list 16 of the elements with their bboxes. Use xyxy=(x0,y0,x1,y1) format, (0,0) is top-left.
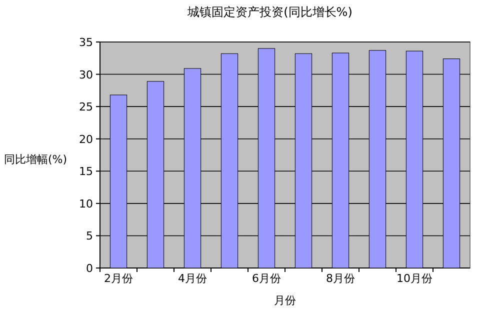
y-tick-label: 20 xyxy=(79,132,93,146)
y-tick-label: 10 xyxy=(79,197,93,210)
y-tick-label: 15 xyxy=(79,165,93,178)
chart-title: 城镇固定资产投资(同比增长%) xyxy=(186,5,352,19)
y-tick-label: 5 xyxy=(86,230,93,243)
y-tick-label: 30 xyxy=(79,68,93,82)
x-axis-title: 月份 xyxy=(274,294,296,307)
x-tick-label: 10月份 xyxy=(396,272,432,285)
y-axis-title: 同比增幅(%) xyxy=(4,153,68,166)
y-tick-label: 35 xyxy=(79,36,93,49)
x-tick-label: 6月份 xyxy=(252,272,281,285)
x-tick-label: 2月份 xyxy=(104,272,133,285)
x-tick-label: 8月份 xyxy=(326,272,355,285)
x-tick-label: 4月份 xyxy=(178,272,207,285)
y-tick-label: 25 xyxy=(79,100,93,114)
y-tick-label: 0 xyxy=(86,262,93,275)
